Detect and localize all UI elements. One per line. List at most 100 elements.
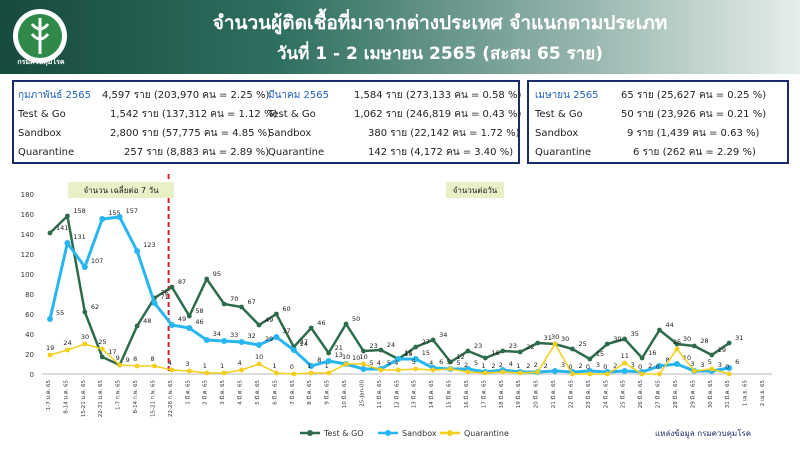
row-label: Quarantine bbox=[268, 147, 325, 158]
data-point bbox=[378, 367, 384, 373]
row-value: 9 ราย (1,439 คน = 0.63 %) bbox=[627, 128, 760, 139]
summary-row: Quarantine 6 ราย (262 คน = 2.29 %) bbox=[535, 143, 785, 162]
data-label: 1 bbox=[203, 362, 207, 370]
data-point bbox=[47, 316, 53, 322]
data-point bbox=[709, 366, 715, 372]
data-point bbox=[448, 359, 453, 365]
data-label: 37 bbox=[282, 327, 290, 335]
series-line-2 bbox=[49, 342, 730, 375]
data-label: 34 bbox=[213, 330, 221, 338]
data-label: 58 bbox=[195, 307, 203, 315]
data-label: 2 bbox=[491, 362, 495, 370]
period-label-box bbox=[446, 182, 504, 198]
data-label: 4 bbox=[394, 359, 398, 367]
data-point bbox=[343, 361, 349, 367]
data-point bbox=[116, 214, 123, 220]
x-tick-label: 1-7 ม.ค. 65 bbox=[46, 380, 52, 411]
data-label: 5 bbox=[447, 358, 451, 366]
x-tick-label: 11 มี.ค. 65 bbox=[376, 380, 383, 409]
data-point bbox=[134, 248, 141, 254]
x-tick-label: 26 มี.ค. 65 bbox=[637, 380, 644, 409]
summary-column-feb: กุมภาพันธ์ 2565 4,597 ราย (203,970 คน = … bbox=[18, 86, 277, 162]
data-point bbox=[657, 371, 662, 377]
data-point bbox=[430, 337, 436, 343]
row-label: Test & Go bbox=[535, 109, 583, 120]
month-total: 1,584 ราย (273,133 คน = 0.58 %) bbox=[354, 90, 522, 101]
data-label: 3 bbox=[631, 361, 635, 369]
summary-column-apr: เมษายน 2565 65 ราย (25,627 คน = 0.25 %) … bbox=[535, 86, 785, 162]
x-tick-label: 5 มี.ค. 65 bbox=[254, 380, 261, 405]
data-label: 4 bbox=[429, 359, 433, 367]
x-tick-label: 14 มี.ค. 65 bbox=[428, 380, 435, 409]
summary-panel-apr: เมษายน 2565 65 ราย (25,627 คน = 0.25 %) … bbox=[527, 80, 789, 164]
data-label: 4 bbox=[377, 359, 381, 367]
summary-column-mar: มีนาคม 2565 1,584 ราย (273,133 คน = 0.58… bbox=[268, 86, 522, 162]
data-label: 8 bbox=[150, 355, 154, 363]
x-tick-label: 22-28 ก.พ. 65 bbox=[168, 380, 174, 417]
data-label: 107 bbox=[91, 257, 103, 265]
x-tick-label: 10 มี.ค. 65 bbox=[341, 380, 348, 409]
data-point bbox=[482, 355, 488, 361]
data-label: 25 bbox=[98, 338, 106, 346]
data-point bbox=[535, 340, 541, 346]
data-point bbox=[82, 309, 88, 315]
data-label: 2 bbox=[578, 362, 582, 370]
data-label: 87 bbox=[178, 278, 186, 286]
data-label: 10 bbox=[352, 354, 360, 362]
data-label: 29 bbox=[265, 335, 273, 343]
data-point bbox=[657, 327, 662, 333]
data-point bbox=[134, 323, 140, 329]
data-point bbox=[326, 370, 332, 376]
data-point bbox=[290, 347, 297, 353]
y-tick-label: 20 bbox=[25, 351, 34, 359]
row-value: 6 ราย (262 คน = 2.29 %) bbox=[633, 147, 756, 158]
data-point bbox=[360, 366, 367, 372]
data-point bbox=[726, 365, 733, 371]
month-title: มีนาคม 2565 bbox=[268, 90, 329, 101]
legend-label: Test & GO bbox=[323, 429, 364, 438]
data-point bbox=[204, 370, 210, 376]
y-tick-label: 120 bbox=[21, 251, 34, 259]
data-label: 34 bbox=[439, 331, 447, 339]
data-label: 141 bbox=[56, 224, 68, 232]
data-point bbox=[169, 367, 175, 373]
x-tick-label: 19 มี.ค. 65 bbox=[515, 380, 522, 409]
x-tick-label: 17 มี.ค. 65 bbox=[480, 380, 487, 409]
data-point bbox=[413, 344, 419, 350]
data-label: 0 bbox=[586, 363, 590, 371]
data-label: 31 bbox=[735, 334, 743, 342]
data-label: 8 bbox=[133, 355, 137, 363]
summary-panel-feb-mar: กุมภาพันธ์ 2565 4,597 ราย (203,970 คน = … bbox=[12, 80, 522, 164]
data-point bbox=[273, 370, 279, 376]
data-point bbox=[622, 336, 628, 342]
data-label: 2 bbox=[534, 361, 538, 369]
data-label: 4 bbox=[509, 360, 513, 368]
data-label: 19 bbox=[46, 344, 54, 352]
data-point bbox=[308, 325, 314, 331]
row-value: 142 ราย (4,172 คน = 3.40 %) bbox=[368, 147, 514, 158]
row-label: Sandbox bbox=[18, 128, 62, 139]
data-point bbox=[448, 366, 453, 372]
data-point bbox=[691, 368, 697, 374]
x-tick-label: 25 มี.ค. 65 bbox=[620, 380, 627, 409]
x-tick-label: 18 มี.ค. 65 bbox=[498, 380, 505, 409]
summary-row: Test & Go 1,542 ราย (137,312 คน = 1.12 %… bbox=[18, 105, 277, 124]
x-tick-label: 13 มี.ค. 65 bbox=[411, 380, 418, 409]
data-label: 27 bbox=[300, 338, 308, 346]
data-point bbox=[47, 352, 53, 358]
x-tick-label: 2 เม.ย. 65 bbox=[760, 380, 766, 407]
data-label: 2 bbox=[648, 362, 652, 370]
row-label: Test & Go bbox=[18, 109, 66, 120]
data-label: 3 bbox=[718, 361, 722, 369]
row-label: Quarantine bbox=[535, 147, 592, 158]
data-label: 1 bbox=[325, 362, 329, 370]
data-label: 24 bbox=[387, 341, 395, 349]
data-point bbox=[65, 213, 70, 219]
x-tick-label: 1-7 ก.พ. 65 bbox=[116, 380, 122, 410]
data-label: 9 bbox=[126, 356, 130, 364]
data-point bbox=[64, 240, 71, 246]
month-total: 4,597 ราย (203,970 คน = 2.25 %) bbox=[102, 90, 270, 101]
data-point bbox=[186, 313, 192, 319]
data-label: 2 bbox=[544, 362, 548, 370]
data-label: 15 bbox=[422, 349, 430, 357]
